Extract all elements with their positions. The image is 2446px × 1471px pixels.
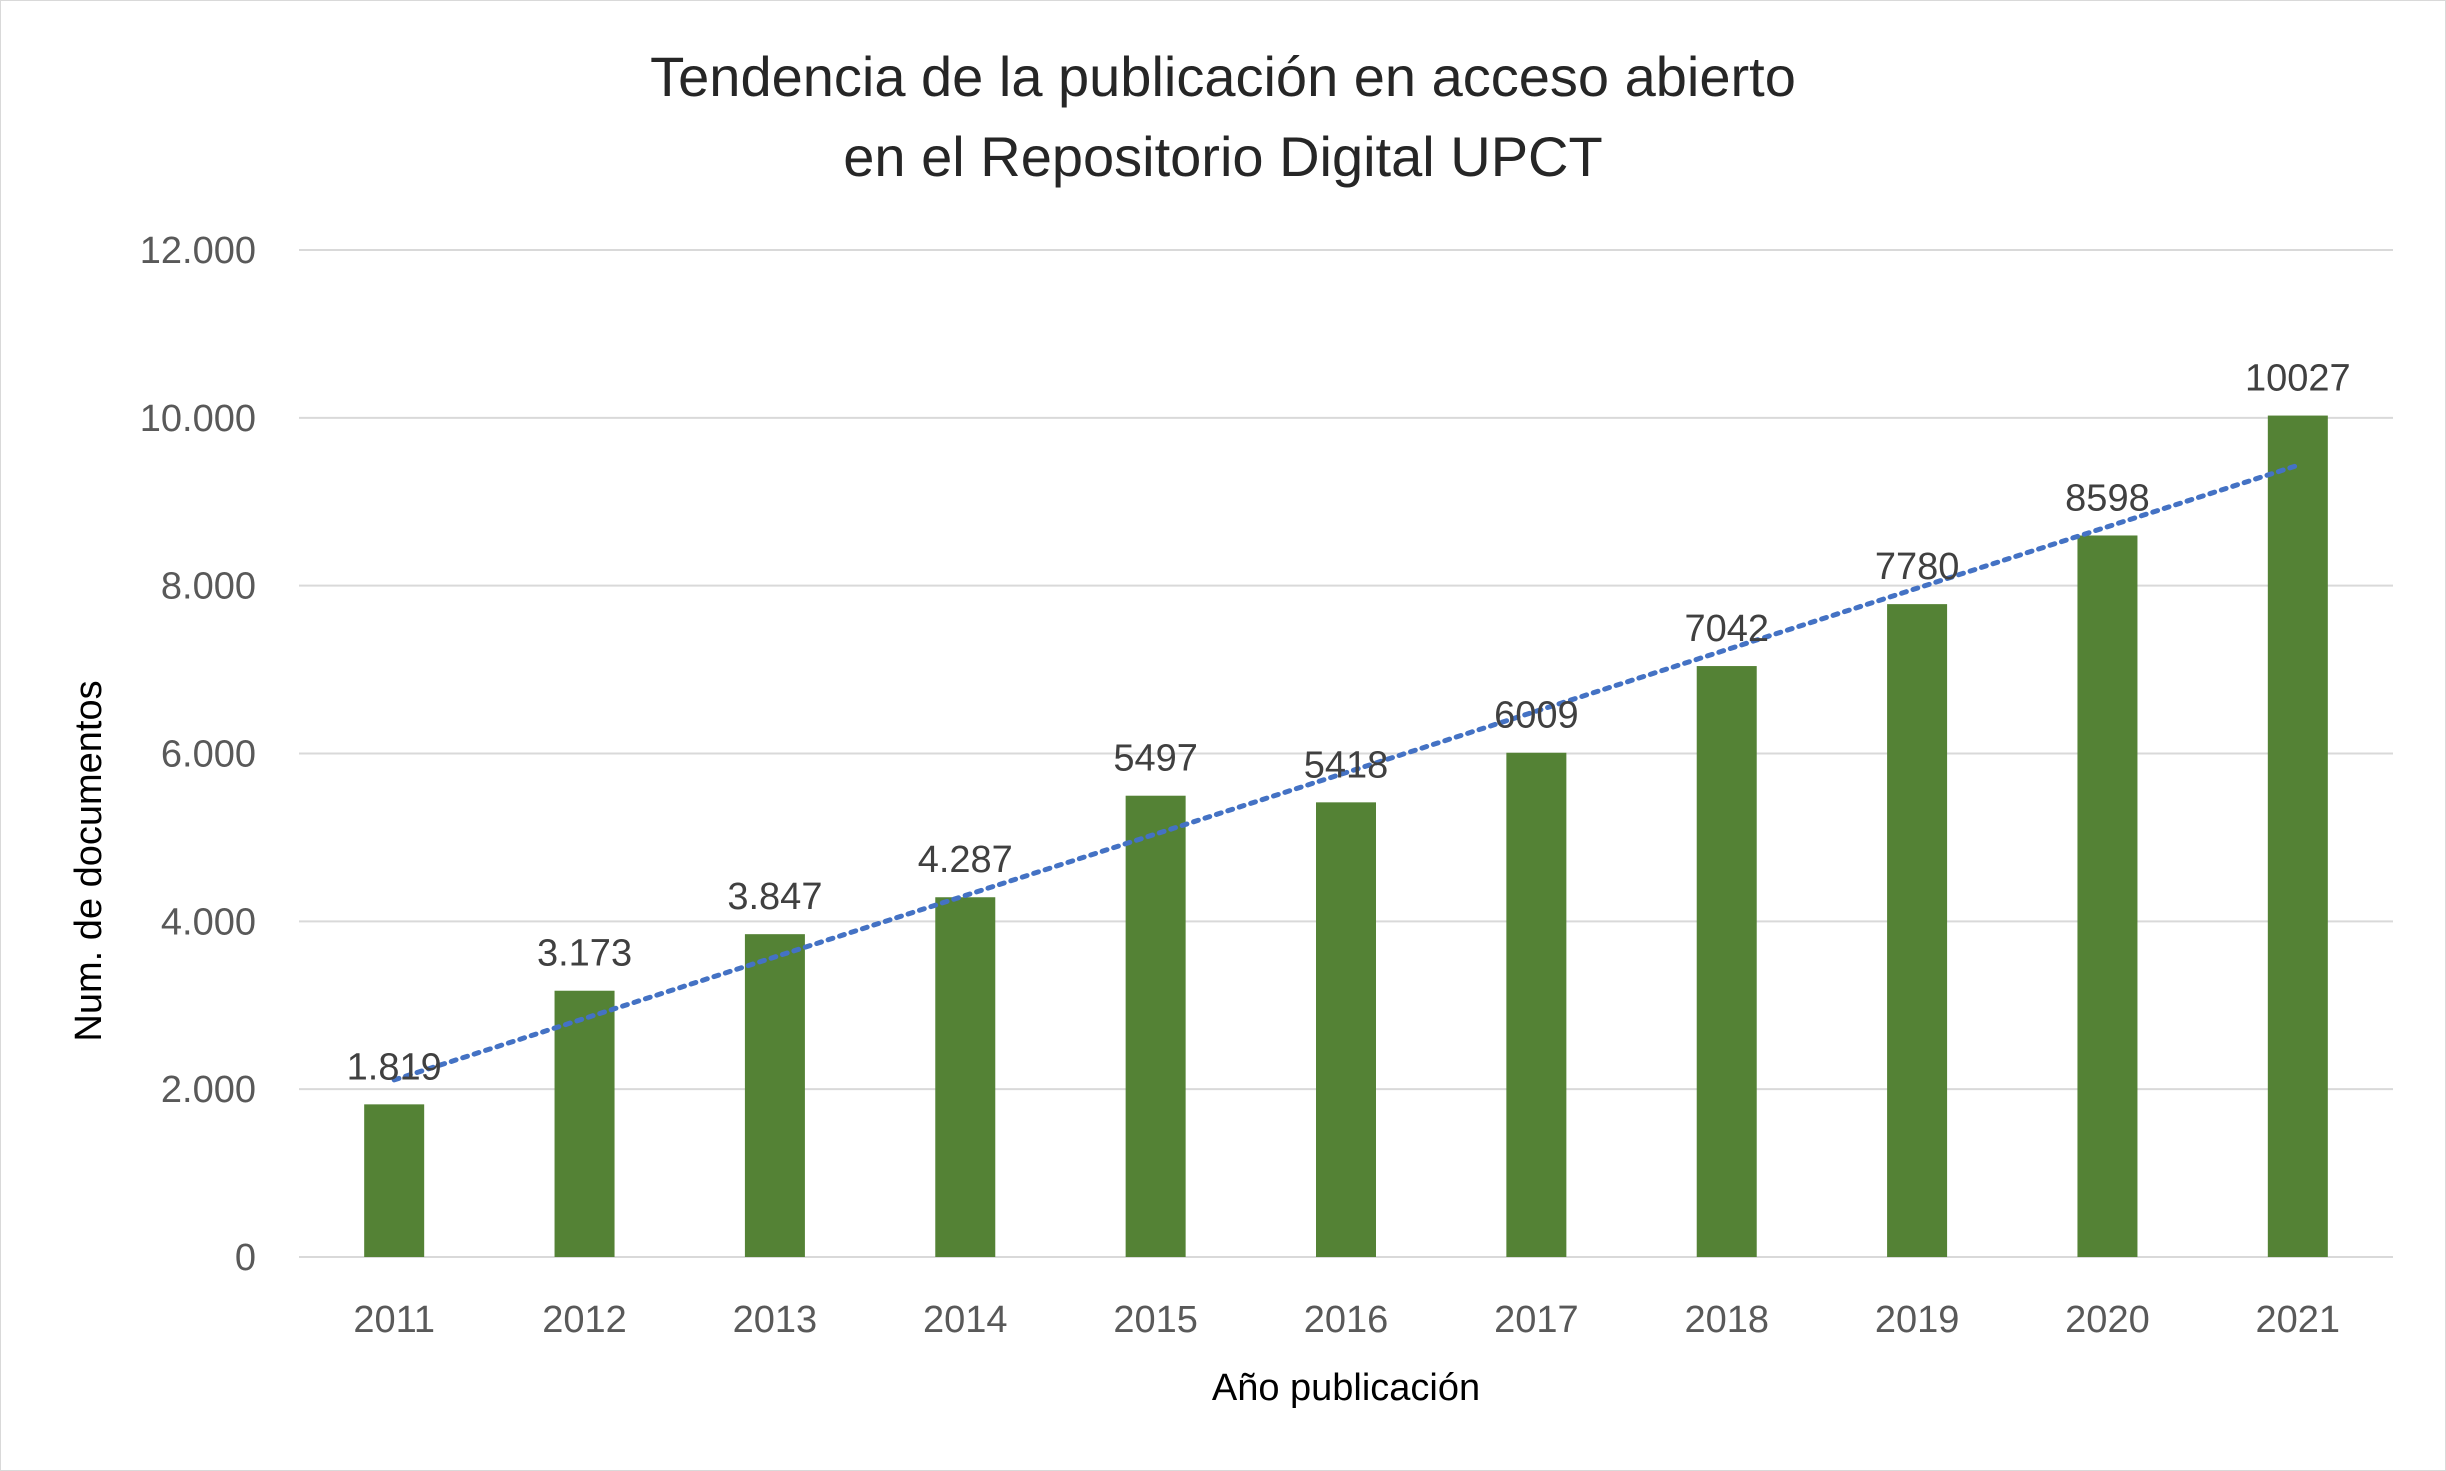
bars bbox=[364, 415, 2328, 1257]
data-label: 3.173 bbox=[537, 933, 632, 975]
data-label: 5497 bbox=[1113, 738, 1198, 780]
y-tick-label: 2.000 bbox=[161, 1069, 256, 1111]
data-label: 6009 bbox=[1494, 695, 1579, 737]
x-tick-label: 2015 bbox=[1113, 1299, 1198, 1341]
y-tick-label: 6.000 bbox=[161, 734, 256, 776]
chart-title-line-2: en el Repositorio Digital UPCT bbox=[843, 125, 1602, 188]
bar bbox=[1316, 802, 1376, 1257]
bar bbox=[2077, 535, 2138, 1257]
x-tick-label: 2020 bbox=[2065, 1299, 2150, 1341]
x-axis-label: Año publicación bbox=[1212, 1367, 1480, 1409]
data-labels: 1.819 3.173 3.847 4.287 5497 5418 6009 7042 7780… bbox=[347, 358, 2351, 1089]
trendline bbox=[391, 462, 2301, 1083]
data-label: 10027 bbox=[2245, 358, 2351, 400]
x-tick-label: 2016 bbox=[1304, 1299, 1389, 1341]
chart-title-line-1: Tendencia de la publicación en acceso ab… bbox=[650, 45, 1796, 108]
x-axis-ticks: 2011 2012 2013 2014 2015 2016 2017 2018 2019 2020… bbox=[353, 1299, 2340, 1341]
x-tick-label: 2017 bbox=[1494, 1299, 1579, 1341]
y-tick-label: 8.000 bbox=[161, 566, 256, 608]
data-label: 3.847 bbox=[727, 876, 822, 918]
y-tick-label: 4.000 bbox=[161, 901, 256, 943]
x-tick-label: 2021 bbox=[2256, 1299, 2341, 1341]
data-label: 1.819 bbox=[347, 1046, 442, 1088]
x-tick-label: 2018 bbox=[1684, 1299, 1769, 1341]
bar bbox=[2267, 415, 2328, 1257]
bar bbox=[1696, 666, 1757, 1257]
x-tick-label: 2012 bbox=[542, 1299, 627, 1341]
bar bbox=[554, 990, 615, 1257]
y-tick-label: 10.000 bbox=[140, 398, 256, 440]
data-label: 4.287 bbox=[918, 839, 1013, 881]
x-tick-label: 2013 bbox=[733, 1299, 818, 1341]
x-tick-label: 2011 bbox=[353, 1299, 435, 1341]
y-axis-label: Num. de documentos bbox=[68, 680, 110, 1041]
y-tick-label: 0 bbox=[235, 1237, 256, 1279]
y-axis-ticks: 0 2.000 4.000 6.000 8.000 10.000 12.000 bbox=[140, 230, 256, 1279]
data-label: 7780 bbox=[1875, 546, 1960, 588]
data-label: 7042 bbox=[1684, 608, 1769, 650]
x-tick-label: 2019 bbox=[1875, 1299, 1960, 1341]
data-label: 5418 bbox=[1304, 744, 1389, 786]
trendline-group bbox=[391, 462, 2301, 1083]
bar bbox=[1887, 604, 1948, 1257]
bar bbox=[935, 897, 996, 1257]
bar bbox=[744, 934, 805, 1257]
bar bbox=[1506, 752, 1567, 1257]
bar bbox=[1125, 795, 1186, 1257]
data-label: 8598 bbox=[2065, 477, 2150, 519]
y-tick-label: 12.000 bbox=[140, 230, 256, 272]
x-tick-label: 2014 bbox=[923, 1299, 1008, 1341]
bar bbox=[364, 1104, 425, 1257]
